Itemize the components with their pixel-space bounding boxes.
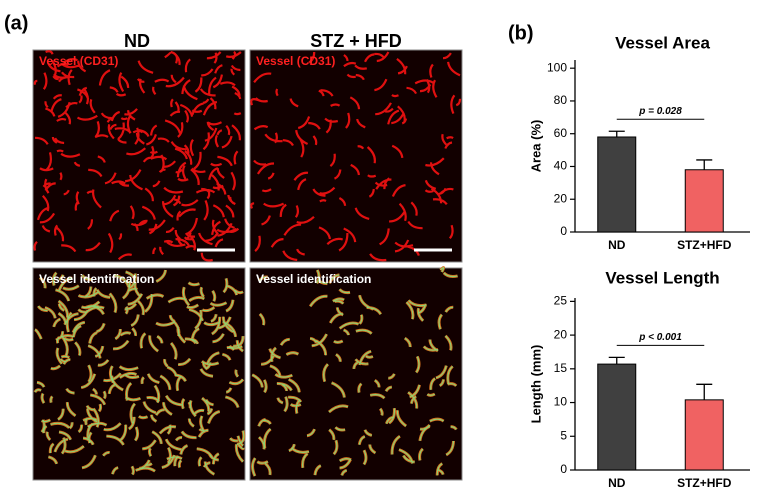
y-tick-label: 5 [560,428,567,442]
annotation: p < 0.001 [638,332,682,343]
y-tick-label: 0 [560,462,567,476]
panel-label: (a) [4,12,28,34]
chart-title: Vessel Area [615,33,710,52]
y-tick-label: 60 [554,126,568,140]
y-tick-label: 40 [554,159,568,173]
bar [597,136,637,233]
y-tick-label: 25 [554,294,568,308]
x-tick-label: STZ+HFD [677,238,732,252]
panel-label: (b) [508,22,534,44]
chart-title: Vessel Length [605,268,719,287]
column-title: STZ + HFD [310,31,402,51]
bar [597,363,637,471]
bar [684,399,724,471]
column-title: ND [124,31,150,51]
error-bar [696,159,713,170]
vessel-texture [34,269,245,475]
x-tick-label: ND [608,476,626,490]
vessel-texture [251,267,458,477]
y-tick-label: 100 [547,60,567,74]
y-tick-label: 80 [554,93,568,107]
error-bar [608,356,625,365]
x-tick-label: ND [608,238,626,252]
vessel-texture [33,50,242,262]
image-label: Vessel identification [39,272,154,286]
y-tick-label: 20 [554,191,568,205]
x-tick-label: STZ+HFD [677,476,732,490]
image-label: Vessel (CD31) [39,54,118,68]
annotation: p = 0.028 [638,106,682,117]
y-tick-label: 15 [554,361,568,375]
y-axis-label: Length (mm) [528,345,543,424]
error-bar [696,383,713,400]
image-label: Vessel (CD31) [256,54,335,68]
y-axis-label: Area (%) [528,120,543,173]
image [249,267,463,481]
bar [684,169,724,233]
error-bar [608,130,625,137]
images: Vessel (CD31) Vessel (CD31) Vessel identif… [32,49,463,481]
y-tick-label: 10 [554,395,568,409]
image [249,49,463,263]
y-tick-label: 20 [554,327,568,341]
y-tick-label: 0 [560,224,567,238]
vessel-texture [250,51,462,262]
image-label: Vessel identification [256,272,371,286]
